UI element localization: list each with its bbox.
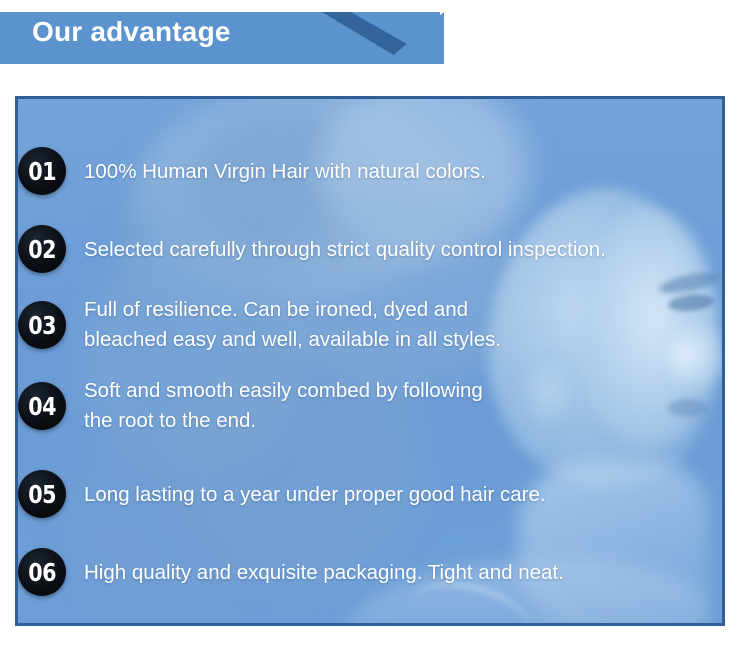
list-item: 03 Full of resilience. Can be ironed, dy…	[18, 295, 501, 355]
list-item: 01 100% Human Virgin Hair with natural c…	[18, 147, 486, 195]
background-photo	[18, 99, 722, 623]
badge-06: 06	[18, 548, 66, 596]
badge-04: 04	[18, 382, 66, 430]
advantage-text-06: High quality and exquisite packaging. Ti…	[84, 560, 564, 584]
badge-05: 05	[18, 470, 66, 518]
advantage-text-01: 100% Human Virgin Hair with natural colo…	[84, 159, 486, 183]
header-ribbon	[0, 12, 750, 64]
advantage-text-03: Full of resilience. Can be ironed, dyed …	[84, 298, 502, 351]
badge-number: 04	[28, 391, 56, 421]
advantage-text-02: Selected carefully through strict qualit…	[84, 237, 606, 261]
badge-number: 03	[28, 310, 56, 340]
list-item: 04 Soft and smooth easily combed by foll…	[18, 376, 483, 436]
badge-number: 01	[28, 156, 56, 186]
advantage-text-05: Long lasting to a year under proper good…	[84, 482, 546, 506]
badge-number: 02	[28, 234, 56, 264]
page-title: Our advantage	[32, 16, 231, 47]
advantage-list: 01 100% Human Virgin Hair with natural c…	[18, 99, 722, 623]
badge-number: 05	[28, 479, 56, 509]
panel-background	[18, 99, 722, 623]
badge-02: 02	[18, 225, 66, 273]
list-item: 06 High quality and exquisite packaging.…	[18, 548, 564, 596]
badge-03: 03	[18, 301, 66, 349]
advantages-panel: 01 100% Human Virgin Hair with natural c…	[15, 96, 725, 626]
badge-number: 06	[28, 557, 56, 587]
badge-01: 01	[18, 147, 66, 195]
advantage-text-04: Soft and smooth easily combed by followi…	[84, 379, 483, 432]
list-item: 05 Long lasting to a year under proper g…	[18, 470, 546, 518]
list-item: 02 Selected carefully through strict qua…	[18, 225, 606, 273]
